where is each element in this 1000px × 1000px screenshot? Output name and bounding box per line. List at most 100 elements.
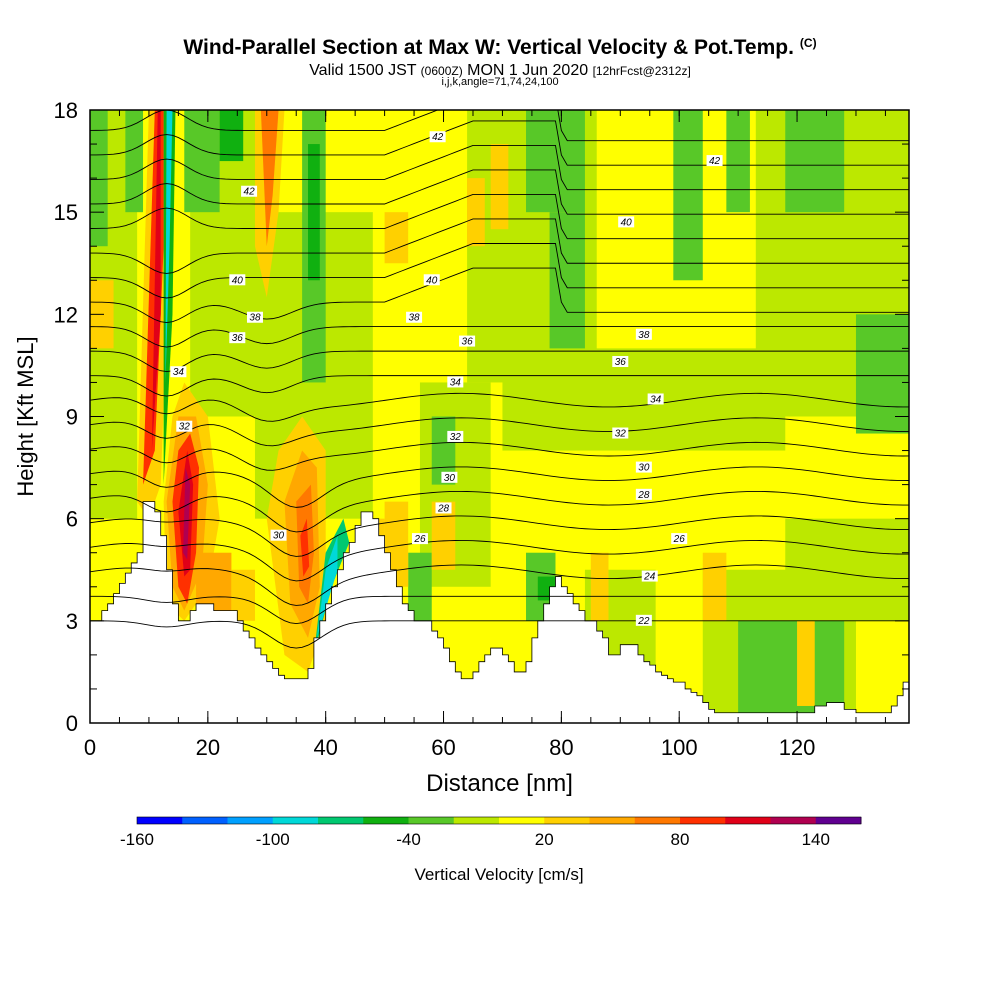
velocity-cell [184,110,220,213]
velocity-cell [219,110,244,162]
isentrope-label: 40 [423,274,440,286]
colorbar-swatch [815,817,862,824]
y-tick-label: 15 [54,200,78,225]
x-axis-label: Distance [nm] [426,770,573,797]
isentrope [90,515,909,557]
colorbar-swatch [137,817,183,824]
isentrope-label-bg [635,461,652,473]
isentrope-label-text: 30 [638,463,650,474]
isentrope-label-bg [706,155,723,167]
isentrope-label-bg [612,427,629,439]
y-tick-label: 18 [54,98,78,123]
isentrope-label-text: 40 [426,275,438,286]
isentrope-label: 28 [435,502,452,514]
forecast-info: [12hrFcst@2312z] [592,64,691,78]
isentrope-label: 40 [229,274,246,286]
isentrope-label: 22 [635,614,652,627]
isentrope [90,144,909,191]
colorbar-swatch [770,817,817,824]
isentrope [90,218,909,274]
velocity-cell [467,178,485,247]
y-tick-label: 3 [66,609,78,634]
colorbar-tick-label: -160 [120,830,154,849]
colorbar-swatch [499,817,545,824]
isentrope-label-text: 30 [273,531,285,542]
colorbar-frame [136,816,862,825]
isentrope-label: 34 [647,393,664,405]
colorbar-swatch [680,817,726,824]
isentrope-label: 28 [635,488,652,501]
isentrope [90,490,909,533]
isentrope-label-text: 28 [437,503,450,514]
isentrope [90,120,909,166]
isentrope [90,466,909,508]
isentrope-label-bg [635,488,652,500]
velocity-cell [490,144,509,230]
velocity-cell [502,348,786,451]
isentrope-label: 34 [447,376,464,388]
velocity-cell [702,552,727,621]
isentrope-label: 42 [706,155,723,167]
isentrope-label-bg [406,311,423,323]
chart-subtitle: Valid 1500 JST (0600Z) MON 1 Jun 2020 [1… [0,62,1000,80]
isentrope-label-bg [671,533,688,545]
isentrope-label-text: 42 [709,156,721,167]
isentrope-label-bg [241,185,258,197]
isentrope-label: 42 [429,131,446,143]
isentrope-label-bg [423,274,440,286]
x-tick-label: 60 [431,735,455,760]
isentrope-label-bg [618,216,635,228]
isentrope-label-bg [641,570,658,582]
isentrope-label-bg [270,529,287,541]
velocity-cell [738,620,845,713]
isentrope [90,375,909,397]
velocity-cell [125,110,144,213]
valid-time: Valid 1500 JST [309,62,417,79]
isentrope-label: 30 [635,461,652,474]
isentrope-label-bg [441,471,458,483]
updraft-max [183,467,191,560]
copyright-mark: (C) [799,36,817,50]
isentrope-label-text: 32 [450,432,462,443]
colorbar-swatch [272,817,319,824]
isentrope [90,326,909,348]
isentrope-label-text: 36 [462,337,474,348]
isentrope [90,350,909,373]
velocity-cell [231,569,255,621]
isentrope-label: 36 [612,356,629,368]
isentrope-label-bg [170,366,187,378]
isentrope-label-text: 26 [673,534,686,545]
isentrope [90,392,909,422]
x-tick-label: 80 [549,735,573,760]
isentrope [90,564,909,606]
velocity-cell [431,501,456,570]
isentrope [90,110,909,142]
colorbar-swatch [408,817,455,824]
section-indices: i,j,k,angle=71,74,24,100 [441,76,559,88]
isentrope-label-text: 42 [244,187,256,198]
isentrope-label-text: 38 [409,313,421,324]
isentrope-label-bg [435,502,452,514]
velocity-cell [673,110,703,281]
isentrope-label: 30 [270,529,287,542]
velocity-cell [300,518,310,577]
isentrope-label-bg [447,430,464,442]
isentrope [90,441,909,471]
isentrope [90,417,909,447]
y-axis-label: Height [Kft MSL] [13,336,38,496]
isentrope-label: 36 [459,335,476,348]
isentrope-label-text: 36 [615,357,627,368]
velocity-cell [408,552,432,621]
colorbar-swatch [589,817,636,824]
isentrope [90,169,909,215]
isentrope-label: 34 [170,366,187,378]
colorbar-tick-label: -100 [256,830,290,849]
isentrope-label-text: 34 [650,394,662,405]
valid-date: MON 1 Jun 2020 [467,62,589,79]
y-tick-label: 6 [66,507,78,532]
chart-title-text: Wind-Parallel Section at Max W: Vertical… [183,36,794,59]
isentrope-label-bg [447,376,464,388]
isentrope-label: 38 [406,311,423,324]
velocity-cell [151,110,161,451]
